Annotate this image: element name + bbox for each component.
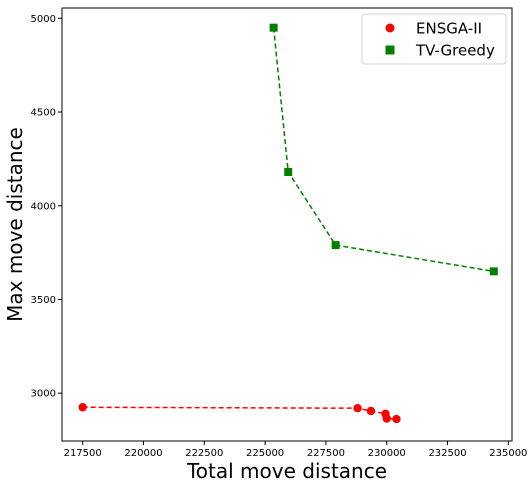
data-point-tv-greedy [269, 23, 278, 32]
x-tick-label: 230000 [368, 448, 406, 459]
y-tick-label: 3500 [31, 295, 56, 306]
x-tick-label: 225000 [246, 448, 284, 459]
legend-label-tv-greedy: TV-Greedy [415, 42, 495, 60]
x-tick-label: 222500 [185, 448, 223, 459]
y-tick-label: 5000 [31, 14, 56, 25]
x-tick-label: 232500 [428, 448, 466, 459]
series-line-ensga-ii [82, 406, 397, 420]
y-tick-label: 4000 [31, 201, 56, 212]
legend: ENSGA-II TV-Greedy [361, 13, 507, 65]
data-point-ensga-ii [366, 406, 376, 416]
series-layer [78, 23, 498, 424]
legend-marker-tv-greedy [385, 45, 395, 55]
x-tick-label: 227500 [307, 448, 345, 459]
x-axis-label: Total move distance [186, 459, 387, 483]
data-point-ensga-ii [353, 403, 362, 413]
data-point-tv-greedy [489, 267, 498, 276]
y-tick-label: 3000 [31, 389, 56, 400]
x-tick-label: 235000 [489, 448, 527, 459]
data-point-tv-greedy [284, 168, 293, 177]
plot-frame [61, 7, 513, 442]
x-tick-label: 217500 [64, 448, 102, 459]
x-axis-ticks: 217500 220000 222500 225000 227500 230000 2325… [64, 441, 527, 459]
data-point-ensga-ii [382, 414, 391, 423]
data-point-tv-greedy [331, 241, 340, 250]
data-point-ensga-ii [78, 403, 87, 412]
legend-label-ensga-ii: ENSGA-II [416, 20, 482, 38]
x-tick-label: 220000 [124, 448, 162, 459]
data-point-ensga-ii [392, 414, 401, 424]
legend-frame [361, 13, 507, 65]
series-line-tv-greedy [272, 27, 494, 273]
y-tick-label: 4500 [31, 108, 56, 119]
y-axis-ticks: 3000 3500 4000 4500 5000 [31, 14, 62, 400]
y-axis-label: Max move distance [3, 127, 27, 322]
legend-marker-ensga-ii [385, 23, 395, 33]
